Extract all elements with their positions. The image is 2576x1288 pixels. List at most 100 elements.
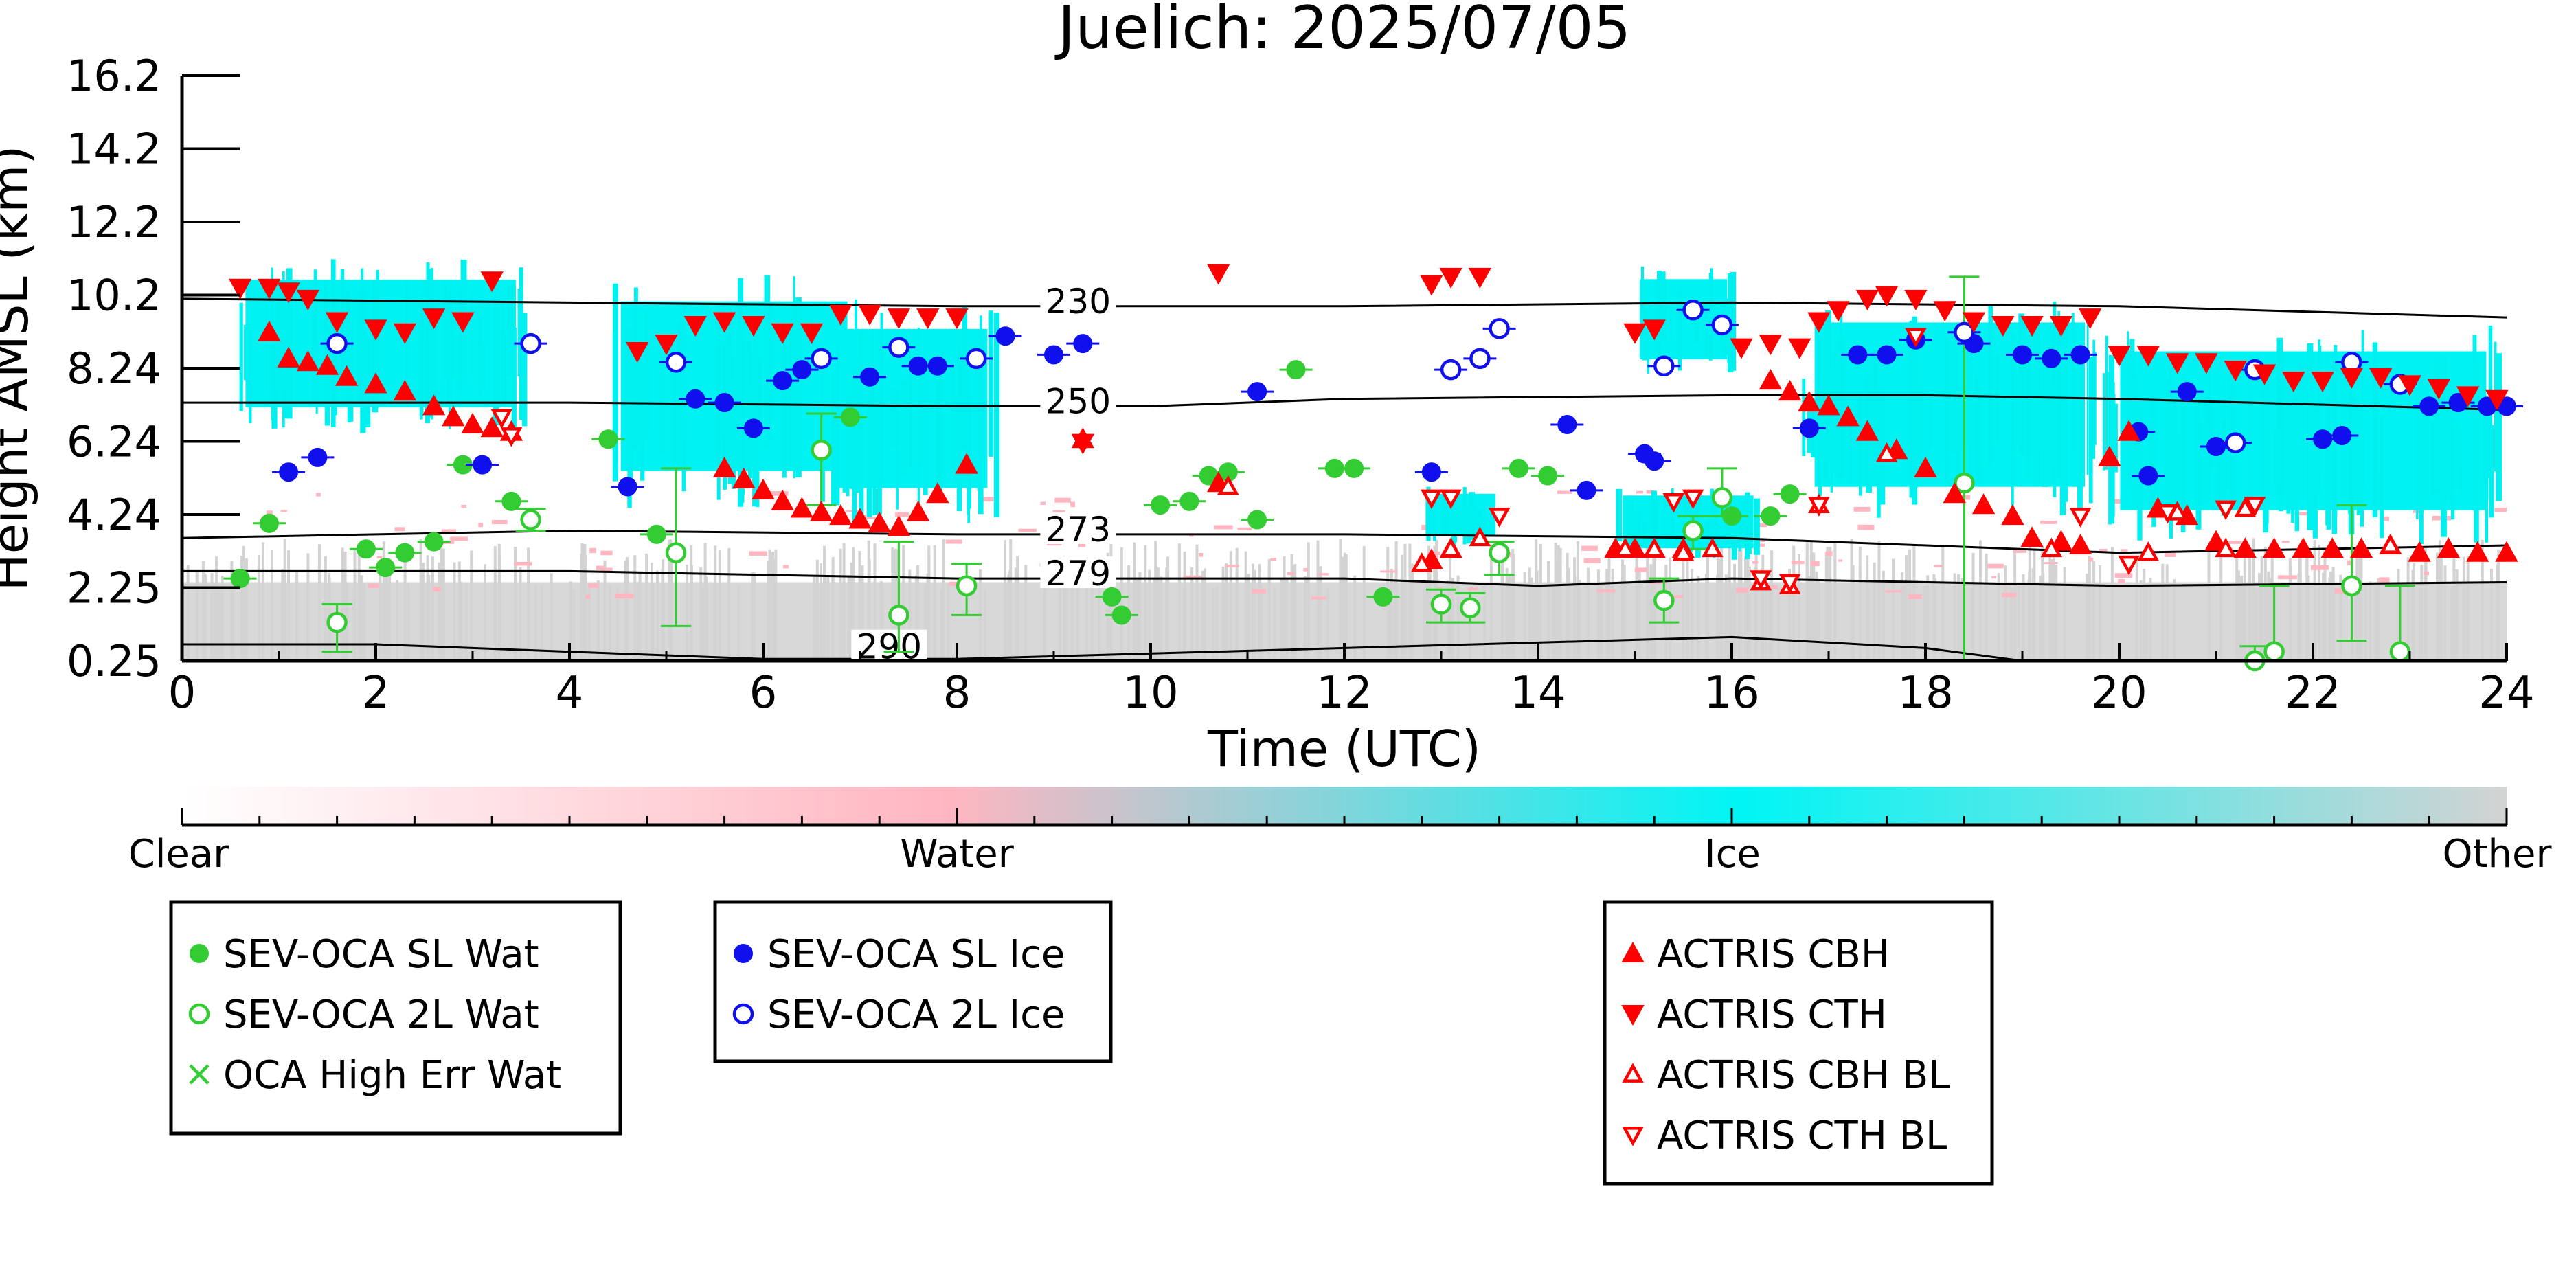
other-streak bbox=[1065, 578, 1068, 661]
data-point bbox=[259, 513, 279, 533]
ice-streak bbox=[504, 332, 507, 403]
ice-streak bbox=[2291, 398, 2294, 523]
other-streak bbox=[927, 545, 931, 661]
data-point bbox=[2398, 375, 2421, 396]
water-speck bbox=[441, 529, 456, 533]
background-cloud-layer bbox=[182, 259, 2507, 661]
other-streak bbox=[1215, 587, 1219, 661]
ice-streak bbox=[1433, 493, 1436, 541]
water-speck bbox=[1237, 527, 1252, 530]
ice-streak bbox=[501, 299, 504, 399]
data-point bbox=[955, 453, 978, 474]
ice-streak bbox=[1754, 498, 1760, 555]
other-streak bbox=[2145, 584, 2148, 661]
ice-streak bbox=[1627, 498, 1634, 549]
water-speck bbox=[1991, 576, 1996, 579]
water-speck bbox=[2494, 507, 2507, 512]
y-tick-label: 6.24 bbox=[67, 417, 161, 467]
data-point bbox=[1855, 289, 1879, 310]
ice-streak bbox=[1662, 495, 1666, 539]
legend-marker-oca-high-err-wat-stroke bbox=[189, 1064, 210, 1085]
other-streak bbox=[1828, 578, 1831, 661]
water-speck bbox=[1583, 558, 1601, 564]
ice-streak bbox=[1712, 501, 1717, 541]
water-speck bbox=[749, 551, 767, 556]
water-speck bbox=[2347, 560, 2352, 565]
legend-ice-box bbox=[713, 900, 1113, 1063]
ice-streak bbox=[2051, 346, 2054, 471]
other-streak bbox=[2298, 542, 2302, 661]
other-streak bbox=[214, 584, 218, 661]
data-point bbox=[686, 389, 705, 409]
other-streak bbox=[940, 589, 943, 661]
ice-streak bbox=[277, 293, 283, 391]
ice-streak bbox=[1706, 519, 1710, 551]
other-streak bbox=[703, 543, 707, 661]
other-streak bbox=[1600, 585, 1603, 661]
other-streak bbox=[1408, 543, 1412, 661]
other-streak bbox=[396, 580, 398, 661]
colorbar-ticks bbox=[181, 808, 2508, 825]
other-streak bbox=[1576, 541, 1579, 661]
water-speck bbox=[1825, 551, 1833, 556]
ice-streak bbox=[917, 327, 920, 504]
ice-streak bbox=[442, 283, 447, 378]
other-streak bbox=[1649, 564, 1653, 661]
other-streak bbox=[283, 538, 286, 661]
data-point bbox=[858, 304, 881, 326]
other-streak bbox=[257, 554, 260, 661]
other-streak bbox=[1567, 567, 1570, 661]
ice-streak bbox=[1631, 512, 1638, 536]
other-streak bbox=[1792, 545, 1796, 661]
data-point bbox=[2156, 504, 2179, 524]
other-streak bbox=[1957, 574, 1961, 661]
data-point bbox=[771, 323, 794, 344]
data-point bbox=[1711, 487, 1733, 508]
data-point bbox=[712, 312, 736, 333]
ice-streak bbox=[1747, 499, 1752, 554]
other-streak bbox=[1764, 576, 1767, 661]
ice-streak bbox=[1661, 271, 1666, 340]
other-streak bbox=[1866, 555, 1869, 661]
ice-streak bbox=[954, 396, 961, 482]
other-streak bbox=[534, 585, 537, 661]
ice-streak bbox=[2173, 396, 2178, 493]
ice-streak bbox=[831, 374, 837, 505]
other-streak bbox=[651, 583, 655, 661]
data-point bbox=[1682, 299, 1704, 321]
legend-marker-sev-oca-2l-wat bbox=[188, 1003, 210, 1025]
ice-streak bbox=[2372, 342, 2378, 517]
ice-streak bbox=[510, 284, 516, 376]
ice-streak bbox=[2286, 381, 2291, 514]
other-streak bbox=[1532, 587, 1535, 661]
data-point bbox=[1875, 286, 1899, 307]
data-point bbox=[2204, 530, 2228, 551]
other-streak bbox=[388, 562, 392, 661]
other-streak bbox=[403, 543, 407, 661]
other-streak bbox=[379, 560, 382, 661]
other-streak bbox=[1730, 587, 1733, 661]
other-streak bbox=[1156, 567, 1160, 661]
other-streak bbox=[1280, 578, 1283, 661]
other-streak bbox=[1468, 588, 1471, 661]
other-streak bbox=[1307, 542, 1310, 661]
other-streak bbox=[1611, 569, 1614, 661]
other-streak bbox=[2490, 568, 2493, 661]
other-streak bbox=[767, 561, 769, 661]
other-streak bbox=[1607, 553, 1611, 661]
water-speck bbox=[2112, 499, 2127, 504]
other-streak bbox=[637, 582, 640, 661]
ice-streak bbox=[795, 297, 802, 477]
data-point bbox=[2001, 504, 2024, 526]
other-streak bbox=[1605, 569, 1609, 661]
other-streak bbox=[1258, 564, 1261, 661]
water-speck bbox=[769, 491, 789, 496]
other-streak bbox=[1009, 539, 1013, 661]
y-axis-label: Height AMSL (km) bbox=[0, 146, 39, 591]
ice-streak bbox=[901, 380, 907, 476]
ice-streak bbox=[365, 337, 371, 427]
other-streak bbox=[440, 587, 443, 661]
other-streak bbox=[1809, 540, 1813, 661]
other-streak bbox=[1923, 586, 1926, 661]
other-streak bbox=[1706, 542, 1709, 661]
